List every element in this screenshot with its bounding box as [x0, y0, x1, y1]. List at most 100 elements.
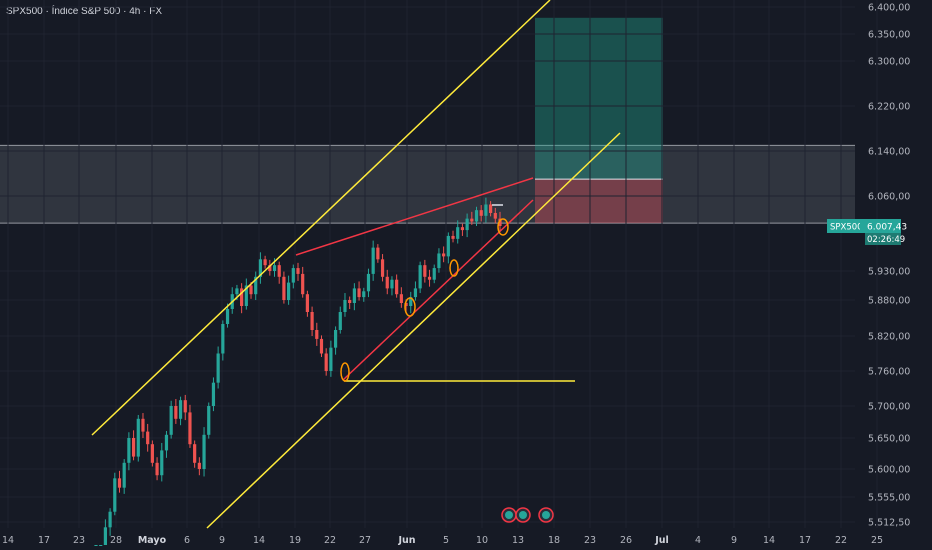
candle: [94, 545, 98, 546]
candle-body: [470, 218, 474, 222]
time-tick-label: Jun: [397, 535, 415, 546]
price-tick-label: 6.220,00: [868, 102, 910, 113]
time-tick-label: 26: [620, 535, 632, 546]
candle-body: [221, 324, 225, 354]
candle: [291, 264, 295, 289]
grid: [0, 0, 878, 528]
candle-body: [122, 462, 126, 488]
time-tick-label: 19: [289, 535, 301, 546]
candle: [216, 346, 220, 389]
candle-body: [366, 273, 371, 292]
time-tick-label: 28: [110, 535, 122, 546]
wedge-lower-line: [342, 199, 534, 381]
candle: [211, 377, 216, 412]
candle-body: [498, 218, 502, 226]
candle-body: [178, 400, 183, 419]
candle: [310, 306, 314, 336]
candle-body: [315, 330, 319, 339]
candle-body: [413, 288, 418, 298]
candle-body: [343, 300, 347, 312]
symbol-tag-text: SPX500: [830, 223, 863, 233]
candle: [315, 322, 319, 346]
candle: [287, 275, 291, 305]
candle: [399, 287, 403, 308]
price-tick-label: 6.140,00: [868, 147, 910, 158]
price-tag-fill: [860, 219, 865, 233]
candle: [432, 264, 436, 284]
candle: [113, 472, 117, 516]
wedge-upper-line: [295, 177, 534, 256]
candle-body: [404, 303, 408, 306]
candle-body: [432, 268, 436, 280]
candle: [146, 423, 150, 452]
candle-body: [465, 218, 469, 231]
price-tick-label: 5.555,00: [868, 493, 910, 504]
candle: [160, 442, 164, 482]
event-marker-icon: [501, 507, 517, 523]
candle: [489, 201, 493, 217]
candle: [437, 248, 441, 273]
time-tick-label: 25: [871, 535, 883, 546]
candle: [174, 399, 178, 424]
price-tick-label: 5.650,00: [868, 434, 910, 445]
candle: [277, 261, 281, 284]
candle: [193, 440, 197, 468]
candle-body: [136, 418, 140, 457]
candle: [427, 269, 432, 287]
candle-body: [127, 438, 131, 463]
candle-body: [254, 276, 258, 295]
time-tick-label: 5: [443, 535, 449, 546]
candle: [319, 335, 324, 357]
event-marker-dot: [542, 511, 550, 519]
candle-body: [277, 265, 281, 277]
candle-body: [338, 312, 342, 330]
time-tick-label: 17: [38, 535, 50, 546]
candle-body: [371, 247, 375, 274]
candle: [141, 413, 145, 438]
price-tick-label: 5.512,50: [868, 518, 910, 529]
candle-body: [380, 259, 385, 277]
candle: [282, 271, 286, 304]
stop-zone: [535, 179, 663, 224]
candle-body: [357, 288, 361, 298]
candle-body: [474, 210, 479, 222]
time-tick-label: 14: [2, 535, 14, 546]
candle: [380, 254, 385, 282]
candle-body: [352, 288, 356, 303]
candle: [343, 293, 347, 317]
candle-body: [310, 312, 314, 330]
candle-body: [225, 309, 230, 324]
candle-body: [155, 462, 159, 476]
candle: [103, 519, 107, 545]
candle: [296, 262, 300, 281]
candle-body: [282, 276, 286, 300]
time-tick-label: Mayo: [138, 535, 167, 546]
candle-body: [169, 406, 173, 435]
candle: [268, 259, 272, 276]
candle: [451, 230, 455, 243]
event-marker-dot: [505, 511, 513, 519]
candle-body: [489, 204, 493, 213]
candle-body: [376, 247, 380, 260]
countdown-text: 02:26:49: [867, 235, 905, 245]
time-tick-label: 23: [73, 535, 85, 546]
candle-body: [258, 259, 263, 277]
candle: [352, 283, 356, 311]
price-tick-label: 5.880,00: [868, 296, 910, 307]
candle: [263, 255, 267, 269]
candle: [108, 508, 112, 536]
time-tick-label: 14: [763, 535, 775, 546]
candle: [305, 290, 309, 317]
candle-body: [263, 259, 267, 266]
candle: [442, 246, 446, 263]
time-tick-label: 4: [695, 535, 701, 546]
drawings-lines: [91, 0, 621, 529]
price-axis: 6.400,00 6.350,00 6.300,00 6.220,00 6.140,00…: [827, 3, 910, 529]
candle-body: [305, 294, 309, 312]
candle-body: [395, 279, 399, 295]
time-tick-label: 10: [476, 535, 488, 546]
time-tick-label: 9: [219, 535, 225, 546]
candle: [150, 440, 154, 467]
candle: [385, 269, 389, 295]
